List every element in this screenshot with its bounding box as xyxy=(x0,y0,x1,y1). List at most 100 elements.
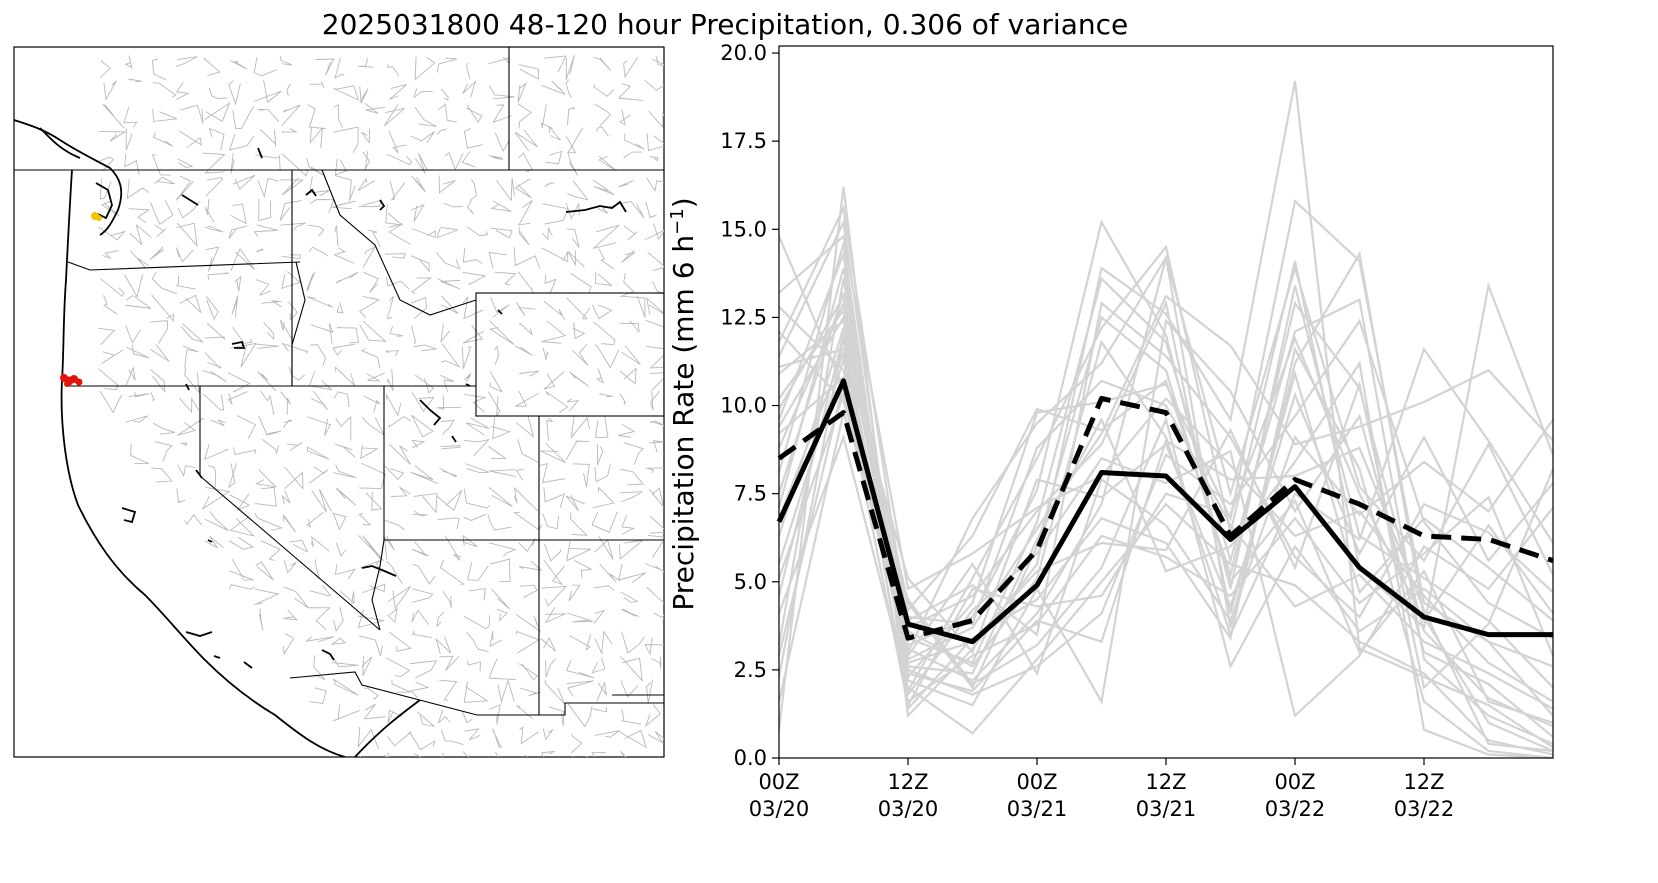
basin-boundary xyxy=(125,415,149,423)
basin-boundary xyxy=(229,558,254,581)
basin-boundary xyxy=(360,347,381,369)
basin-boundary xyxy=(491,588,510,610)
y-tick-label: 7.5 xyxy=(734,482,767,506)
basin-boundary xyxy=(565,440,590,460)
basin-boundary xyxy=(413,344,437,352)
basin-boundary xyxy=(598,393,613,398)
basin-boundary xyxy=(205,246,220,272)
basin-boundary xyxy=(618,563,646,583)
basin-boundary xyxy=(443,202,464,208)
basin-boundary xyxy=(359,296,381,318)
basin-boundary xyxy=(591,511,618,533)
basin-boundary xyxy=(184,514,202,526)
basin-boundary xyxy=(439,559,465,585)
basin-boundary xyxy=(229,516,256,537)
dashed-mean-line xyxy=(777,395,1554,641)
basin-boundary xyxy=(281,342,309,354)
basin-boundary xyxy=(469,178,477,201)
basin-boundary xyxy=(623,56,639,79)
basin-boundary xyxy=(645,563,664,573)
basin-boundary xyxy=(437,709,451,724)
basin-boundary xyxy=(182,345,199,368)
basin-boundary xyxy=(566,297,591,320)
basin-boundary xyxy=(255,154,281,171)
basin-boundary xyxy=(253,56,277,77)
basin-boundary xyxy=(362,583,386,594)
basin-boundary xyxy=(100,278,125,297)
basin-boundary xyxy=(254,79,282,104)
basin-boundary xyxy=(440,343,461,368)
basin-boundary xyxy=(125,366,136,387)
basin-boundary xyxy=(334,225,339,247)
basin-boundary xyxy=(180,323,204,343)
basin-boundary xyxy=(489,469,516,477)
basin-boundary xyxy=(333,391,350,408)
basin-boundary xyxy=(464,372,472,383)
solid-mean-line xyxy=(776,378,1553,645)
basin-boundary xyxy=(409,732,436,751)
basin-boundary xyxy=(176,222,198,247)
y-tick-label: 5.0 xyxy=(734,570,767,594)
basin-boundary xyxy=(311,390,328,411)
basin-boundary xyxy=(543,371,565,390)
basin-boundary xyxy=(467,226,489,237)
basin-boundary xyxy=(591,752,606,757)
basin-boundaries xyxy=(97,55,664,757)
ensemble-lines xyxy=(777,81,1555,760)
basin-boundary xyxy=(128,208,151,224)
basin-boundary xyxy=(412,563,436,585)
basin-boundary xyxy=(653,612,664,619)
y-axis-label: Precipitation Rate (mm 6 h−1) xyxy=(667,197,700,610)
y-tick-label: 15.0 xyxy=(720,217,767,241)
ensemble-member-line xyxy=(778,234,1554,703)
basin-boundary xyxy=(307,416,332,436)
basin-boundary xyxy=(514,345,533,356)
basin-boundary xyxy=(150,392,155,402)
basin-boundary xyxy=(207,272,230,280)
basin-boundary xyxy=(283,560,297,574)
basin-boundary xyxy=(387,153,413,166)
basin-boundary xyxy=(494,345,500,365)
basin-boundary xyxy=(619,367,637,385)
basin-boundary xyxy=(210,419,226,427)
basin-boundary xyxy=(410,255,430,273)
basin-boundary xyxy=(358,535,384,562)
basin-boundary xyxy=(462,534,478,548)
basin-boundary xyxy=(388,415,412,429)
basin-boundary xyxy=(281,128,298,133)
basin-boundary xyxy=(490,200,512,212)
basin-boundary xyxy=(517,271,535,295)
basin-boundary xyxy=(330,637,347,645)
basin-boundary xyxy=(357,609,384,629)
basin-boundary xyxy=(488,658,516,680)
basin-boundary xyxy=(334,57,345,79)
basin-boundary xyxy=(178,130,202,148)
basin-boundary xyxy=(384,253,407,259)
basin-boundary xyxy=(436,57,457,73)
basin-boundary xyxy=(332,343,356,356)
basin-boundary xyxy=(308,370,333,391)
basin-boundary xyxy=(229,584,255,590)
basin-boundary xyxy=(389,84,408,100)
basin-boundary xyxy=(567,250,585,268)
basin-boundary xyxy=(98,327,116,346)
basin-boundary xyxy=(543,559,566,586)
basin-boundary xyxy=(540,637,557,652)
basin-boundary xyxy=(204,510,229,532)
basin-boundary xyxy=(571,343,589,366)
basin-boundary xyxy=(255,561,274,581)
basin-boundary xyxy=(310,535,330,552)
basin-boundary xyxy=(513,511,543,531)
basin-boundary xyxy=(389,180,406,201)
basin-boundary xyxy=(151,58,167,81)
basin-boundary xyxy=(388,443,411,465)
basin-boundary xyxy=(101,349,124,365)
basin-boundary xyxy=(150,344,170,362)
basin-boundary xyxy=(309,687,327,704)
basin-boundary xyxy=(647,730,664,744)
basin-boundary xyxy=(361,656,373,677)
basin-boundary xyxy=(464,728,481,741)
basin-boundary xyxy=(176,488,186,504)
basin-boundary xyxy=(227,463,237,489)
